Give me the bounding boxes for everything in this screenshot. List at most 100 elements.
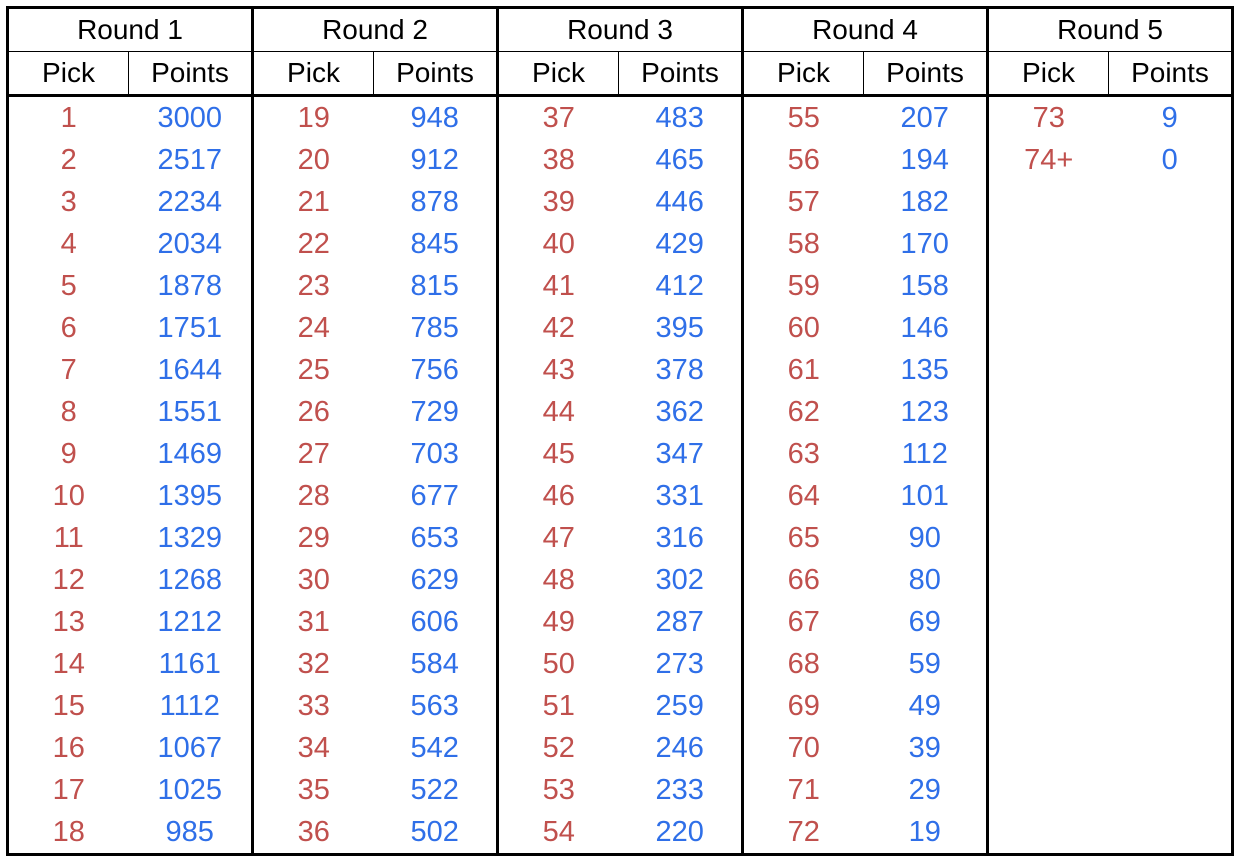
points-cell: 1878 (128, 265, 254, 307)
pick-cell: 35 (297, 773, 330, 806)
pick-cell (988, 475, 1109, 517)
pick-cell: 69 (787, 689, 820, 722)
pick-cell: 46 (542, 479, 575, 512)
points-cell: 912 (373, 139, 499, 181)
pick-cell: 24 (297, 311, 330, 344)
pick-cell: 65 (787, 521, 820, 554)
table-body: 1 3000 19 948 37 483 55 207 73 9 2 2517 20 912 38 465 56… (8, 95, 1233, 855)
pick-cell (988, 685, 1109, 727)
pick-cell: 20 (297, 143, 330, 176)
points-cell: 703 (373, 433, 499, 475)
points-cell: 1112 (128, 685, 254, 727)
pick-cell (988, 433, 1109, 475)
table-row: 6 1751 24 785 42 395 60 146 (8, 307, 1233, 349)
table-row: 11 1329 29 653 47 316 65 90 (8, 517, 1233, 559)
points-cell: 69 (863, 601, 989, 643)
pick-cell: 27 (297, 437, 330, 470)
points-cell: 90 (863, 517, 989, 559)
round-1-points-header: Points (128, 51, 254, 97)
table-row: 14 1161 32 584 50 273 68 59 (8, 643, 1233, 685)
points-cell: 170 (863, 223, 989, 265)
points-cell: 1551 (128, 391, 254, 433)
pick-cell (988, 391, 1109, 433)
round-4-pick-header: Pick (742, 51, 864, 97)
points-cell: 677 (373, 475, 499, 517)
points-cell: 362 (618, 391, 744, 433)
points-cell (1109, 685, 1233, 727)
points-cell: 2234 (128, 181, 254, 223)
pick-cell: 67 (787, 605, 820, 638)
round-1-pick-header: Pick (7, 51, 129, 97)
points-cell: 287 (618, 601, 744, 643)
points-cell: 1268 (128, 559, 254, 601)
pick-cell: 25 (297, 353, 330, 386)
points-cell: 606 (373, 601, 499, 643)
round-3-pick-header: Pick (497, 51, 619, 97)
points-cell: 233 (618, 769, 744, 811)
pick-cell: 23 (297, 269, 330, 302)
pick-cell (988, 601, 1109, 643)
pick-cell: 51 (542, 689, 575, 722)
points-cell: 146 (863, 307, 989, 349)
pick-cell: 66 (787, 563, 820, 596)
points-cell: 429 (618, 223, 744, 265)
pick-cell: 61 (787, 353, 820, 386)
points-cell: 207 (863, 95, 989, 139)
pick-cell: 50 (542, 647, 575, 680)
round-3-points-header: Points (618, 51, 744, 97)
pick-cell: 31 (297, 605, 330, 638)
pick-cell: 5 (60, 269, 77, 302)
points-cell: 1161 (128, 643, 254, 685)
points-cell: 465 (618, 139, 744, 181)
points-cell (1109, 181, 1233, 223)
points-cell: 101 (863, 475, 989, 517)
points-cell: 220 (618, 811, 744, 855)
pick-cell (988, 769, 1109, 811)
points-cell: 653 (373, 517, 499, 559)
points-cell: 302 (618, 559, 744, 601)
points-cell: 39 (863, 727, 989, 769)
pick-cell: 63 (787, 437, 820, 470)
pick-cell: 14 (52, 647, 85, 680)
points-cell: 446 (618, 181, 744, 223)
pick-cell: 32 (297, 647, 330, 680)
points-cell (1109, 559, 1233, 601)
pick-cell: 41 (542, 269, 575, 302)
points-cell: 1212 (128, 601, 254, 643)
points-cell: 985 (128, 811, 254, 855)
points-cell: 412 (618, 265, 744, 307)
points-cell: 158 (863, 265, 989, 307)
points-cell: 29 (863, 769, 989, 811)
pick-cell: 38 (542, 143, 575, 176)
points-cell: 135 (863, 349, 989, 391)
pick-cell: 22 (297, 227, 330, 260)
points-cell (1109, 391, 1233, 433)
pick-cell: 47 (542, 521, 575, 554)
pick-cell: 39 (542, 185, 575, 218)
points-cell: 878 (373, 181, 499, 223)
pick-cell: 44 (542, 395, 575, 428)
points-cell: 2034 (128, 223, 254, 265)
round-2-pick-header: Pick (252, 51, 374, 97)
points-cell: 331 (618, 475, 744, 517)
pick-cell: 17 (52, 773, 85, 806)
points-cell: 246 (618, 727, 744, 769)
points-cell: 948 (373, 95, 499, 139)
points-cell (1109, 475, 1233, 517)
points-cell (1109, 265, 1233, 307)
points-cell: 815 (373, 265, 499, 307)
round-5-header: Round 5 (987, 7, 1233, 52)
pick-cell: 71 (787, 773, 820, 806)
pick-cell: 28 (297, 479, 330, 512)
points-cell: 316 (618, 517, 744, 559)
points-cell: 1025 (128, 769, 254, 811)
points-cell: 1751 (128, 307, 254, 349)
points-cell: 19 (863, 811, 989, 855)
pick-cell: 8 (60, 395, 77, 428)
points-cell: 378 (618, 349, 744, 391)
pick-cell: 54 (542, 815, 575, 848)
round-header-row: Round 1 Round 2 Round 3 Round 4 Round 5 (7, 7, 1233, 52)
pick-cell: 9 (60, 437, 77, 470)
points-cell: 347 (618, 433, 744, 475)
pick-cell: 18 (52, 815, 85, 848)
